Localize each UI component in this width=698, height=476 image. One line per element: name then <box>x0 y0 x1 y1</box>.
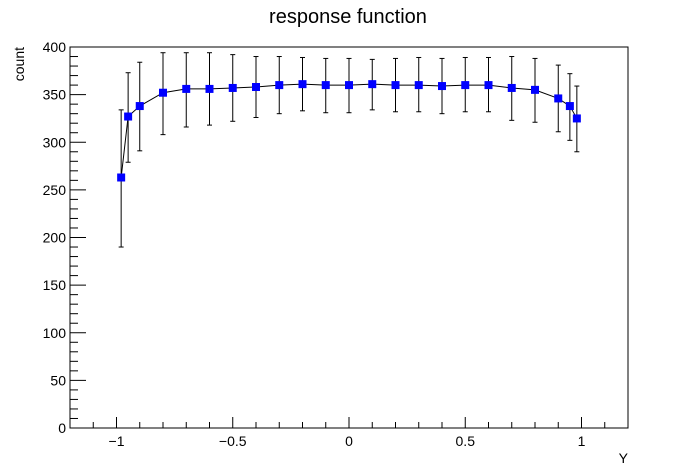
x-tick-label: 1 <box>578 433 586 449</box>
data-point <box>345 81 353 90</box>
y-tick-label: 100 <box>43 325 67 341</box>
data-point <box>159 88 167 97</box>
x-tick-label: 0 <box>345 433 353 449</box>
data-point <box>117 173 126 182</box>
x-tick-label: −0.5 <box>219 433 247 449</box>
y-tick-label: 200 <box>43 230 67 246</box>
y-tick-label: 300 <box>43 134 67 150</box>
x-axis-label: Y <box>619 450 629 466</box>
plot-area: −1 −0.5 0 0.5 1 0 50 100 150 200 250 300 350 400 <box>43 39 629 449</box>
y-tick-label: 50 <box>50 372 66 388</box>
y-tick-label: 0 <box>58 420 66 436</box>
data-point <box>507 83 516 92</box>
data-point <box>275 81 284 90</box>
data-point <box>228 83 237 92</box>
y-tick-label: 250 <box>43 182 67 198</box>
data-point <box>572 114 581 123</box>
data-point <box>252 83 260 92</box>
data-point <box>368 80 377 89</box>
chart-title: response function <box>269 6 427 28</box>
data-point <box>484 81 493 90</box>
data-point <box>531 85 539 94</box>
data-point <box>135 102 144 111</box>
data-point <box>182 84 191 93</box>
x-tick-label: −1 <box>109 433 125 449</box>
data-point <box>298 80 307 89</box>
data-point <box>438 82 446 91</box>
data-point <box>554 94 563 103</box>
data-point <box>565 102 574 111</box>
y-tick-label: 400 <box>43 39 67 55</box>
data-point <box>414 81 423 90</box>
data-point <box>321 81 330 90</box>
y-tick-label: 350 <box>43 87 67 103</box>
data-point <box>391 81 400 90</box>
data-point <box>124 112 133 121</box>
data-point <box>205 84 214 93</box>
x-tick-label: 0.5 <box>456 433 476 449</box>
y-axis-label: count <box>11 47 27 81</box>
y-tick-label: 150 <box>43 277 67 293</box>
data-point <box>461 81 470 90</box>
